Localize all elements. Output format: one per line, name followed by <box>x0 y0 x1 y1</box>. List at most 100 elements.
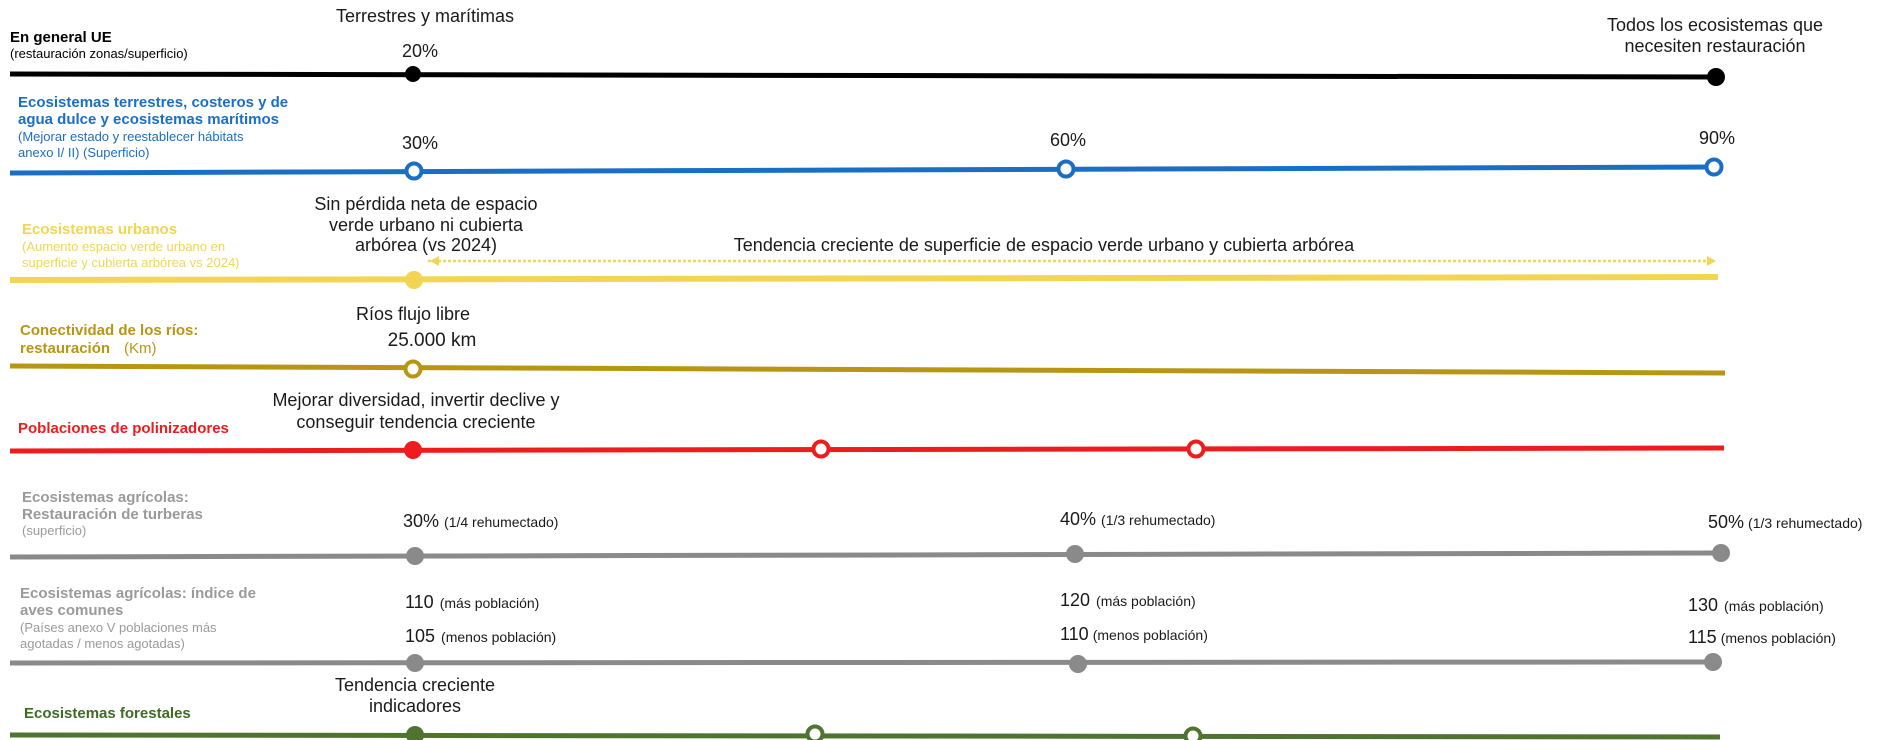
row-grey1-value-40: 40% <box>1060 509 1096 529</box>
row-eu-annotation-20: 20% <box>402 41 438 61</box>
row-yellow-annotation-start-2: verde urbano ni cubierta <box>329 215 524 235</box>
row-grey1-note-50: (1/3 rehumectado) <box>1748 515 1862 531</box>
row-red-marker-start <box>404 441 422 459</box>
row-eu-annotation-top: Terrestres y marítimas <box>336 6 514 26</box>
row-grey1-title-1: Ecosistemas agrícolas: <box>22 489 189 506</box>
row-yellow: Ecosistemas urbanos (Aumento espacio ver… <box>9 194 1719 289</box>
row-grey1: Ecosistemas agrícolas: Restauración de t… <box>9 489 1862 565</box>
row-grey1-marker-50 <box>1712 544 1730 562</box>
row-yellow-arrowhead-right <box>1707 256 1716 266</box>
row-grey1-annotation-40: 40% (1/3 rehumectado) <box>1060 509 1215 529</box>
row-grey2-annotation-115: 115 (menos población) <box>1688 627 1836 647</box>
row-olive-subtitle: (Km) <box>124 340 157 357</box>
row-blue-marker-90 <box>1704 157 1724 177</box>
row-grey2-value-110: 110 <box>405 592 434 612</box>
row-green-marker-start <box>406 726 424 740</box>
row-red-marker-mid <box>811 439 831 459</box>
row-eu-marker-end <box>1707 68 1725 86</box>
row-red-title: Poblaciones de polinizadores <box>18 420 229 437</box>
row-grey2-annotation-110: 110 (más población) <box>405 592 539 612</box>
row-grey2-note-130: (más población) <box>1724 598 1824 614</box>
row-grey2-subtitle-1: (Países anexo V poblaciones más <box>20 620 217 635</box>
row-grey2-marker-mid <box>1069 655 1087 673</box>
row-grey2-note-115: (menos población) <box>1721 630 1836 646</box>
row-red-annotation-2: conseguir tendencia creciente <box>296 412 535 432</box>
row-grey1-line <box>9 550 1723 560</box>
row-green: Ecosistemas forestales Tendencia crecien… <box>9 675 1721 740</box>
row-olive-marker <box>403 359 423 379</box>
row-yellow-annotation-start-1: Sin pérdida neta de espacio <box>314 194 537 214</box>
row-green-title: Ecosistemas forestales <box>24 705 191 722</box>
row-olive-title-2: restauración <box>20 340 110 357</box>
row-olive-annotation-1: Ríos flujo libre <box>356 304 470 324</box>
row-yellow-subtitle-1: (Aumento espacio verde urbano en <box>22 239 225 254</box>
row-grey2-annotation-130: 130 (más población) <box>1688 595 1824 615</box>
row-grey2-title-1: Ecosistemas agrícolas: índice de <box>20 585 256 602</box>
row-blue-subtitle-1: (Mejorar estado y reestablecer hábitats <box>18 129 244 144</box>
row-yellow-annotation-trend: Tendencia creciente de superficie de esp… <box>734 235 1355 255</box>
row-red-annotation-1: Mejorar diversidad, invertir declive y <box>272 390 559 410</box>
row-grey2-value-110b: 110 <box>1060 624 1089 644</box>
row-grey2-note-110: (más población) <box>440 595 540 611</box>
row-olive-line <box>9 363 1726 376</box>
row-olive-annotation-2: 25.000 km <box>388 330 477 351</box>
row-yellow-marker <box>405 271 423 289</box>
row-grey2-annotation-120: 120 (más población) <box>1060 590 1196 610</box>
row-grey2-note-110b: (menos población) <box>1093 627 1208 643</box>
row-grey1-value-50: 50% <box>1708 512 1744 532</box>
row-grey1-subtitle: (superficio) <box>22 523 86 538</box>
row-grey2-note-120: (más población) <box>1096 593 1196 609</box>
row-blue-marker-60 <box>1056 159 1076 179</box>
row-grey2-annotation-105: 105 (menos población) <box>405 626 556 646</box>
row-blue-title-1: Ecosistemas terrestres, costeros y de <box>18 94 288 111</box>
row-eu-subtitle: (restauración zonas/superficio) <box>10 46 188 61</box>
row-grey2-line <box>9 659 1716 666</box>
row-yellow-line <box>9 274 1719 283</box>
row-yellow-annotation-start-3: arbórea (vs 2024) <box>355 235 497 255</box>
row-green-annotation-2: indicadores <box>369 696 461 716</box>
row-grey1-marker-40 <box>1066 545 1084 563</box>
row-blue: Ecosistemas terrestres, costeros y de ag… <box>9 94 1735 181</box>
row-grey2-annotation-110b: 110 (menos población) <box>1060 624 1208 644</box>
row-yellow-arrowhead-left <box>430 256 439 266</box>
row-blue-annotation-30: 30% <box>402 133 438 153</box>
row-eu: En general UE (restauración zonas/superf… <box>9 6 1823 86</box>
row-eu-annotation-end-1: Todos los ecosistemas que <box>1607 15 1823 35</box>
row-green-marker-mid <box>805 724 825 740</box>
row-yellow-title: Ecosistemas urbanos <box>22 221 177 238</box>
row-olive: Conectividad de los ríos: restauración (… <box>9 304 1726 379</box>
row-eu-line <box>9 71 1719 80</box>
row-red: Poblaciones de polinizadores Mejorar div… <box>9 390 1725 459</box>
row-blue-subtitle-2: anexo I/ II) (Superficio) <box>18 145 150 160</box>
row-grey2-value-105: 105 <box>405 626 435 646</box>
row-eu-annotation-end-2: necesiten restauración <box>1624 36 1805 56</box>
row-blue-marker-30 <box>404 161 424 181</box>
row-grey1-title-2: Restauración de turberas <box>22 506 203 523</box>
row-red-marker-late <box>1186 439 1206 459</box>
row-grey1-note-30: (1/4 rehumectado) <box>444 514 558 530</box>
row-grey2-subtitle-2: agotadas / menos agotadas) <box>20 636 185 651</box>
row-green-line <box>9 732 1721 740</box>
row-blue-title-2: agua dulce y ecosistemas marítimos <box>18 111 279 128</box>
row-grey2-note-105: (menos población) <box>441 629 556 645</box>
row-grey2-value-120: 120 <box>1060 590 1090 610</box>
row-blue-line <box>9 164 1717 176</box>
row-grey2-marker-end <box>1704 653 1722 671</box>
row-grey1-value-30: 30% <box>403 511 439 531</box>
row-eu-title: En general UE <box>10 29 112 46</box>
row-red-line <box>9 445 1725 454</box>
row-grey2-value-130: 130 <box>1688 595 1718 615</box>
row-grey2-marker-start <box>406 654 424 672</box>
row-blue-annotation-60: 60% <box>1050 130 1086 150</box>
row-grey1-annotation-50: 50% (1/3 rehumectado) <box>1708 512 1862 532</box>
row-green-annotation-1: Tendencia creciente <box>335 675 495 695</box>
row-grey1-marker-30 <box>406 547 424 565</box>
row-green-marker-late <box>1183 726 1203 740</box>
row-grey2-title-2: aves comunes <box>20 602 123 619</box>
row-grey1-note-40: (1/3 rehumectado) <box>1101 512 1215 528</box>
row-blue-annotation-90: 90% <box>1699 128 1735 148</box>
row-grey1-annotation-30: 30% (1/4 rehumectado) <box>403 511 558 531</box>
row-olive-title-1: Conectividad de los ríos: <box>20 322 198 339</box>
row-grey2: Ecosistemas agrícolas: índice de aves co… <box>9 585 1836 673</box>
